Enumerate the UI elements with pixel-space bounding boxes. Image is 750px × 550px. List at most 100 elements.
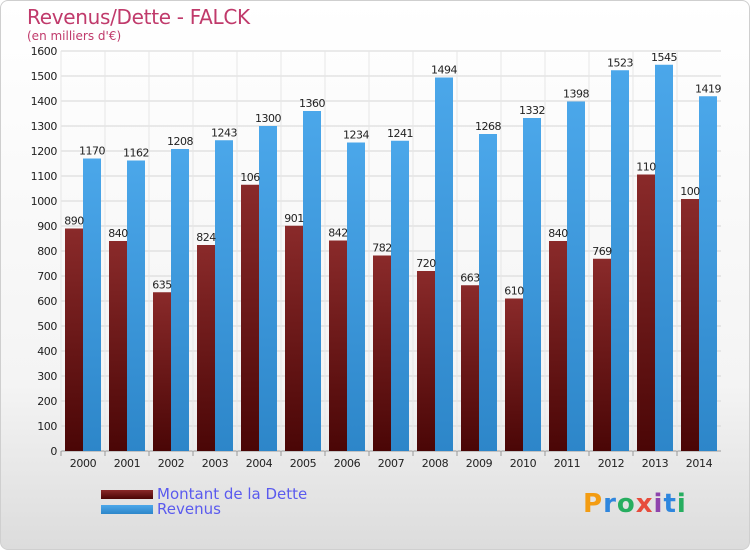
data-label-revenue: 1268 <box>475 120 501 133</box>
y-tick-label: 800 <box>37 245 57 258</box>
bar-debt <box>637 174 655 451</box>
bar-debt <box>329 240 347 451</box>
y-tick-label: 1300 <box>31 120 58 133</box>
y-tick-label: 1000 <box>31 195 58 208</box>
x-tick-label: 2013 <box>642 457 669 470</box>
bar-revenue <box>567 101 585 451</box>
bar-debt <box>549 241 567 451</box>
bar-revenue <box>83 158 101 451</box>
data-label-revenue: 1523 <box>607 56 633 69</box>
data-label-revenue: 1398 <box>563 88 589 101</box>
bar-debt <box>505 298 523 451</box>
data-label-debt: 110 <box>636 161 656 174</box>
bar-revenue <box>611 70 629 451</box>
y-tick-label: 100 <box>37 420 57 433</box>
data-label-revenue: 1162 <box>123 147 149 160</box>
bar-revenue <box>699 96 717 451</box>
logo-letter: i <box>676 489 687 519</box>
data-label-debt: 824 <box>196 231 216 244</box>
data-label-debt: 720 <box>416 257 436 270</box>
legend-item-revenue: Revenus <box>101 502 307 517</box>
data-label-revenue: 1170 <box>79 145 105 158</box>
bar-revenue <box>215 140 233 451</box>
logo-letter: r <box>603 489 617 519</box>
data-label-debt: 106 <box>240 171 260 184</box>
data-label-debt: 842 <box>328 227 348 240</box>
bar-debt <box>153 292 171 451</box>
data-label-debt: 840 <box>108 227 128 240</box>
data-label-revenue: 1243 <box>211 126 237 139</box>
data-label-revenue: 1494 <box>431 64 457 77</box>
x-tick-label: 2005 <box>290 457 317 470</box>
bar-revenue <box>391 140 409 451</box>
bar-debt <box>373 255 391 451</box>
x-tick-label: 2002 <box>158 457 184 470</box>
bar-revenue <box>479 134 497 451</box>
bar-revenue <box>435 77 453 451</box>
bar-debt <box>197 245 215 451</box>
data-label-debt: 890 <box>64 215 84 228</box>
y-tick-label: 900 <box>37 220 57 233</box>
bar-revenue <box>127 160 145 451</box>
y-tick-label: 600 <box>37 295 57 308</box>
x-tick-label: 2001 <box>114 457 140 470</box>
bar-revenue <box>655 64 673 451</box>
proxiti-logo: Proxiti <box>583 489 687 519</box>
legend-swatch-debt <box>101 490 153 499</box>
x-tick-label: 2003 <box>202 457 229 470</box>
data-label-revenue: 1241 <box>387 127 413 140</box>
y-tick-label: 400 <box>37 345 57 358</box>
bar-debt <box>593 258 611 451</box>
legend-swatch-revenue <box>101 505 153 514</box>
y-tick-label: 1400 <box>31 95 58 108</box>
bar-debt <box>109 241 127 451</box>
bar-debt <box>241 184 259 451</box>
chart-title: Revenus/Dette - FALCK <box>27 5 250 29</box>
logo-letter: P <box>583 489 604 519</box>
x-tick-label: 2012 <box>598 457 624 470</box>
data-label-debt: 663 <box>460 271 480 284</box>
logo-letter: i <box>653 489 664 519</box>
y-tick-label: 1500 <box>31 70 58 83</box>
x-tick-label: 2007 <box>378 457 405 470</box>
y-tick-label: 0 <box>50 445 57 458</box>
bar-revenue <box>171 149 189 451</box>
x-tick-label: 2010 <box>510 457 537 470</box>
data-label-revenue: 1545 <box>651 51 677 64</box>
x-tick-label: 2000 <box>70 457 97 470</box>
data-label-revenue: 1360 <box>299 97 325 110</box>
x-tick-label: 2009 <box>466 457 493 470</box>
bar-revenue <box>259 126 277 451</box>
legend-item-debt: Montant de la Dette <box>101 487 307 502</box>
x-tick-label: 2006 <box>334 457 361 470</box>
bar-debt <box>681 199 699 451</box>
x-tick-label: 2014 <box>686 457 713 470</box>
data-label-revenue: 1419 <box>695 82 721 95</box>
data-label-debt: 901 <box>284 212 304 225</box>
data-label-revenue: 1234 <box>343 129 369 142</box>
data-label-debt: 769 <box>592 245 612 258</box>
x-tick-label: 2004 <box>246 457 273 470</box>
bar-debt <box>285 225 303 451</box>
data-label-debt: 635 <box>152 278 172 291</box>
y-tick-label: 200 <box>37 395 57 408</box>
data-label-revenue: 1332 <box>519 104 545 117</box>
y-tick-label: 700 <box>37 270 57 283</box>
data-label-debt: 782 <box>372 242 392 255</box>
y-tick-label: 1200 <box>31 145 58 158</box>
y-tick-label: 500 <box>37 320 57 333</box>
x-tick-label: 2011 <box>554 457 580 470</box>
legend-label-debt: Montant de la Dette <box>157 485 308 503</box>
y-tick-label: 1100 <box>31 170 58 183</box>
chart-subtitle: (en milliers d'€) <box>27 29 122 43</box>
data-label-revenue: 1208 <box>167 135 193 148</box>
bar-debt <box>461 285 479 451</box>
data-label-debt: 840 <box>548 227 568 240</box>
logo-letter: o <box>616 489 636 519</box>
bar-debt <box>417 271 435 451</box>
x-tick-label: 2008 <box>422 457 449 470</box>
bar-revenue <box>303 111 321 451</box>
logo-letter: x <box>635 489 654 519</box>
bar-revenue <box>523 118 541 451</box>
